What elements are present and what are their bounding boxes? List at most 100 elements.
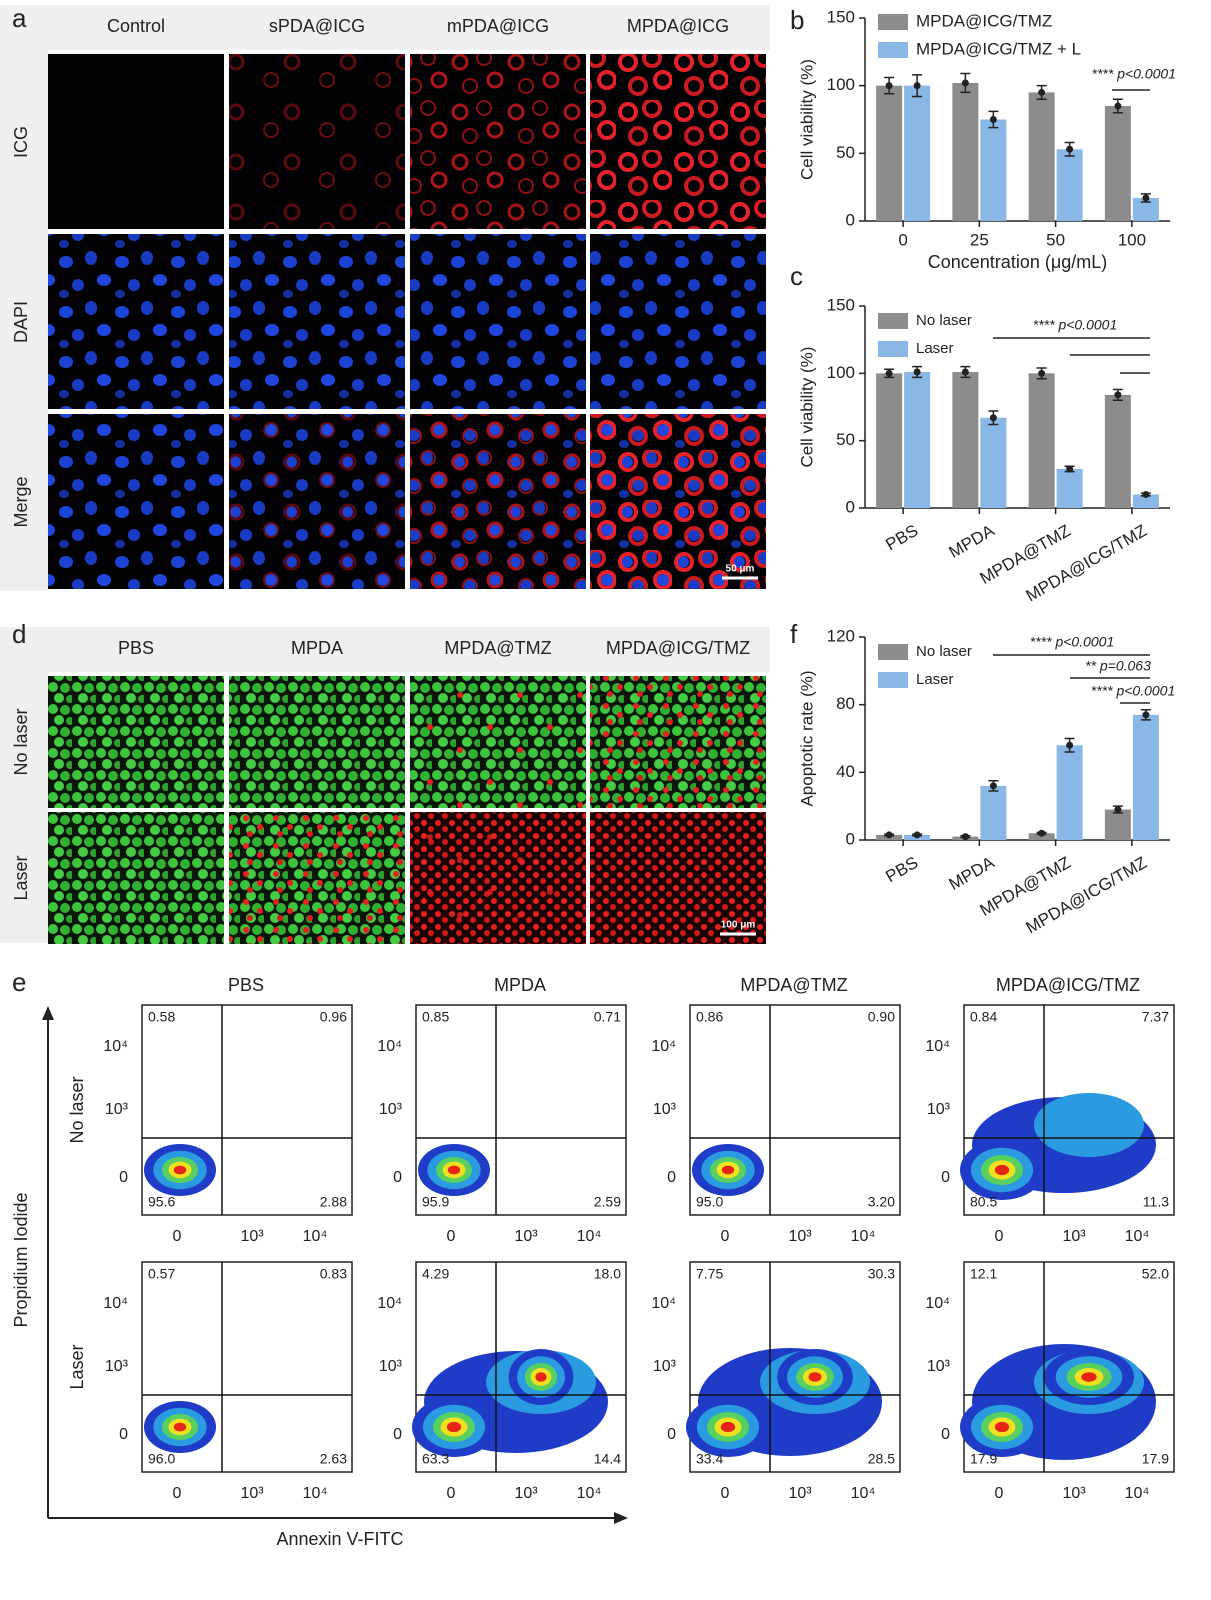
density-contour (173, 1422, 187, 1432)
legend-label: No laser (916, 312, 972, 329)
micrograph (48, 676, 224, 808)
quadrant-value: 0.90 (868, 1009, 895, 1025)
legend-swatch (878, 644, 908, 660)
density-contour (447, 1165, 461, 1175)
bar (1056, 745, 1083, 840)
arrow-head (614, 1512, 628, 1524)
quadrant-value: 30.3 (868, 1266, 895, 1282)
y-axis-title: Propidium Iodide (11, 1192, 31, 1327)
quadrant-value: 0.71 (594, 1009, 621, 1025)
y-tick-label: 0 (941, 1426, 950, 1443)
y-tick-label: 80 (836, 694, 855, 713)
density-contour (535, 1372, 547, 1382)
mean-point (885, 369, 893, 377)
x-tick-label: 10⁴ (851, 1228, 876, 1245)
mean-point (989, 782, 997, 790)
y-tick-label: 0 (119, 1426, 128, 1443)
y-tick-label: 10³ (927, 1358, 951, 1375)
micrograph-dapi (590, 234, 766, 409)
column-header: sPDA@ICG (269, 16, 365, 36)
density-contour (720, 1421, 736, 1433)
bar (1028, 373, 1055, 508)
bar (1132, 197, 1159, 221)
y-tick-label: 10³ (927, 1101, 951, 1118)
column-header: PBS (228, 975, 264, 995)
x-tick-label: 10³ (1062, 1228, 1086, 1245)
legend-swatch (878, 313, 908, 329)
quadrant-value: 80.5 (970, 1194, 997, 1210)
row-label: DAPI (11, 301, 31, 343)
y-axis-title: Apoptotic rate (%) (797, 670, 816, 806)
mean-point (1066, 145, 1074, 153)
mean-point (885, 82, 893, 90)
mean-point (1114, 806, 1122, 814)
y-tick-label: 10³ (379, 1101, 403, 1118)
density-contour (994, 1164, 1010, 1176)
arrow-head (42, 1006, 54, 1020)
column-header: MPDA@ICG (627, 16, 729, 36)
micrograph-icg (229, 414, 405, 589)
row-label: No laser (67, 1076, 87, 1143)
y-tick-label: 10⁴ (651, 1295, 676, 1312)
y-tick-label: 10³ (653, 1101, 677, 1118)
y-tick-label: 0 (846, 829, 855, 848)
bar (904, 371, 931, 508)
panel-letter: f (790, 619, 798, 649)
bar (904, 85, 931, 222)
row-label-band (0, 627, 48, 943)
quadrant-value: 18.0 (594, 1266, 621, 1282)
panel-letter: c (790, 261, 803, 291)
density-contour (1034, 1093, 1144, 1157)
header-band (48, 5, 770, 50)
y-tick-label: 10³ (105, 1101, 129, 1118)
annotation: **** p<0.0001 (1033, 317, 1117, 333)
quadrant-value: 2.63 (320, 1451, 347, 1467)
quadrant-value: 0.84 (970, 1009, 997, 1025)
mean-point (913, 82, 921, 90)
column-header: PBS (118, 638, 154, 658)
y-tick-label: 0 (667, 1426, 676, 1443)
x-tick-label: 10⁴ (303, 1485, 328, 1502)
density-contour (994, 1421, 1010, 1433)
bar (1104, 809, 1131, 840)
x-tick-label: MPDA (946, 521, 999, 562)
legend-label: No laser (916, 643, 972, 660)
mean-point (961, 368, 969, 376)
y-tick-label: 100 (827, 75, 855, 94)
y-tick-label: 0 (667, 1169, 676, 1186)
legend-label: Laser (916, 671, 954, 688)
quadrant-value: 95.0 (696, 1194, 723, 1210)
row-label: ICG (11, 126, 31, 158)
legend-swatch (878, 42, 908, 58)
bar (952, 371, 979, 508)
quadrant-value: 11.3 (1143, 1194, 1169, 1210)
quadrant-value: 17.9 (1142, 1451, 1169, 1467)
mean-point (1038, 369, 1046, 377)
bar (1056, 149, 1083, 221)
mean-point (1114, 102, 1122, 110)
y-tick-label: 10⁴ (377, 1295, 402, 1312)
x-tick-label: 10⁴ (577, 1228, 602, 1245)
row-label-band (0, 5, 48, 591)
y-tick-label: 150 (827, 295, 855, 314)
annotation: ** p=0.063 (1085, 658, 1151, 674)
x-tick-label: 0 (721, 1485, 730, 1502)
micrograph-dapi (229, 234, 405, 409)
bar (1132, 714, 1159, 840)
y-tick-label: 0 (393, 1169, 402, 1186)
mean-point (885, 831, 893, 839)
quadrant-value: 4.29 (422, 1266, 449, 1282)
mean-point (989, 414, 997, 422)
mean-point (961, 79, 969, 87)
x-tick-label: 10³ (1062, 1485, 1086, 1502)
micrograph-icg (590, 54, 766, 229)
row-label: No laser (11, 708, 31, 775)
quadrant-value: 7.75 (696, 1266, 723, 1282)
x-tick-label: 10³ (514, 1228, 538, 1245)
bar (1104, 105, 1131, 221)
y-tick-label: 10⁴ (103, 1038, 128, 1055)
mean-point (1142, 194, 1150, 202)
x-tick-label: 10⁴ (303, 1228, 328, 1245)
y-tick-label: 10³ (379, 1358, 403, 1375)
